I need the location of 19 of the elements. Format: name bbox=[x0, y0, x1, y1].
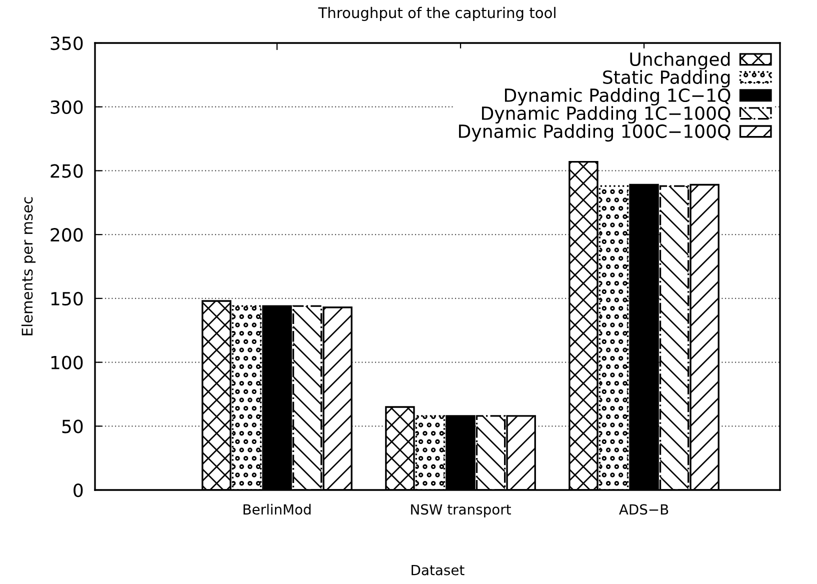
y-tick-label: 350 bbox=[50, 36, 83, 50]
x-tick-label: ADS−B bbox=[619, 504, 668, 515]
x-tick-label: NSW transport bbox=[411, 504, 511, 518]
x-axis-title: Dataset bbox=[412, 564, 464, 576]
x-tick-label: BerlinMod bbox=[244, 504, 311, 515]
y-axis-title: Elements per msec bbox=[21, 197, 36, 336]
legend-label: Static Padding bbox=[603, 70, 730, 88]
y-tick-label: 150 bbox=[51, 292, 83, 306]
y-tick-label: 50 bbox=[62, 420, 83, 434]
chart-title: Throughput of the capturing tool bbox=[318, 6, 556, 22]
legend-label: Dynamic Padding 100C−100Q bbox=[459, 124, 730, 142]
y-tick-label: 100 bbox=[51, 356, 83, 370]
y-tick-label: 200 bbox=[50, 228, 83, 242]
y-tick-label: 300 bbox=[50, 100, 83, 114]
legend-label: Unchanged bbox=[630, 52, 730, 70]
y-tick-label: 0 bbox=[74, 483, 83, 498]
legend-label: Dynamic Padding 1C−1Q bbox=[505, 88, 730, 106]
legend-label: Dynamic Padding 1C−100Q bbox=[482, 106, 730, 124]
y-tick-label: 250 bbox=[50, 164, 83, 178]
